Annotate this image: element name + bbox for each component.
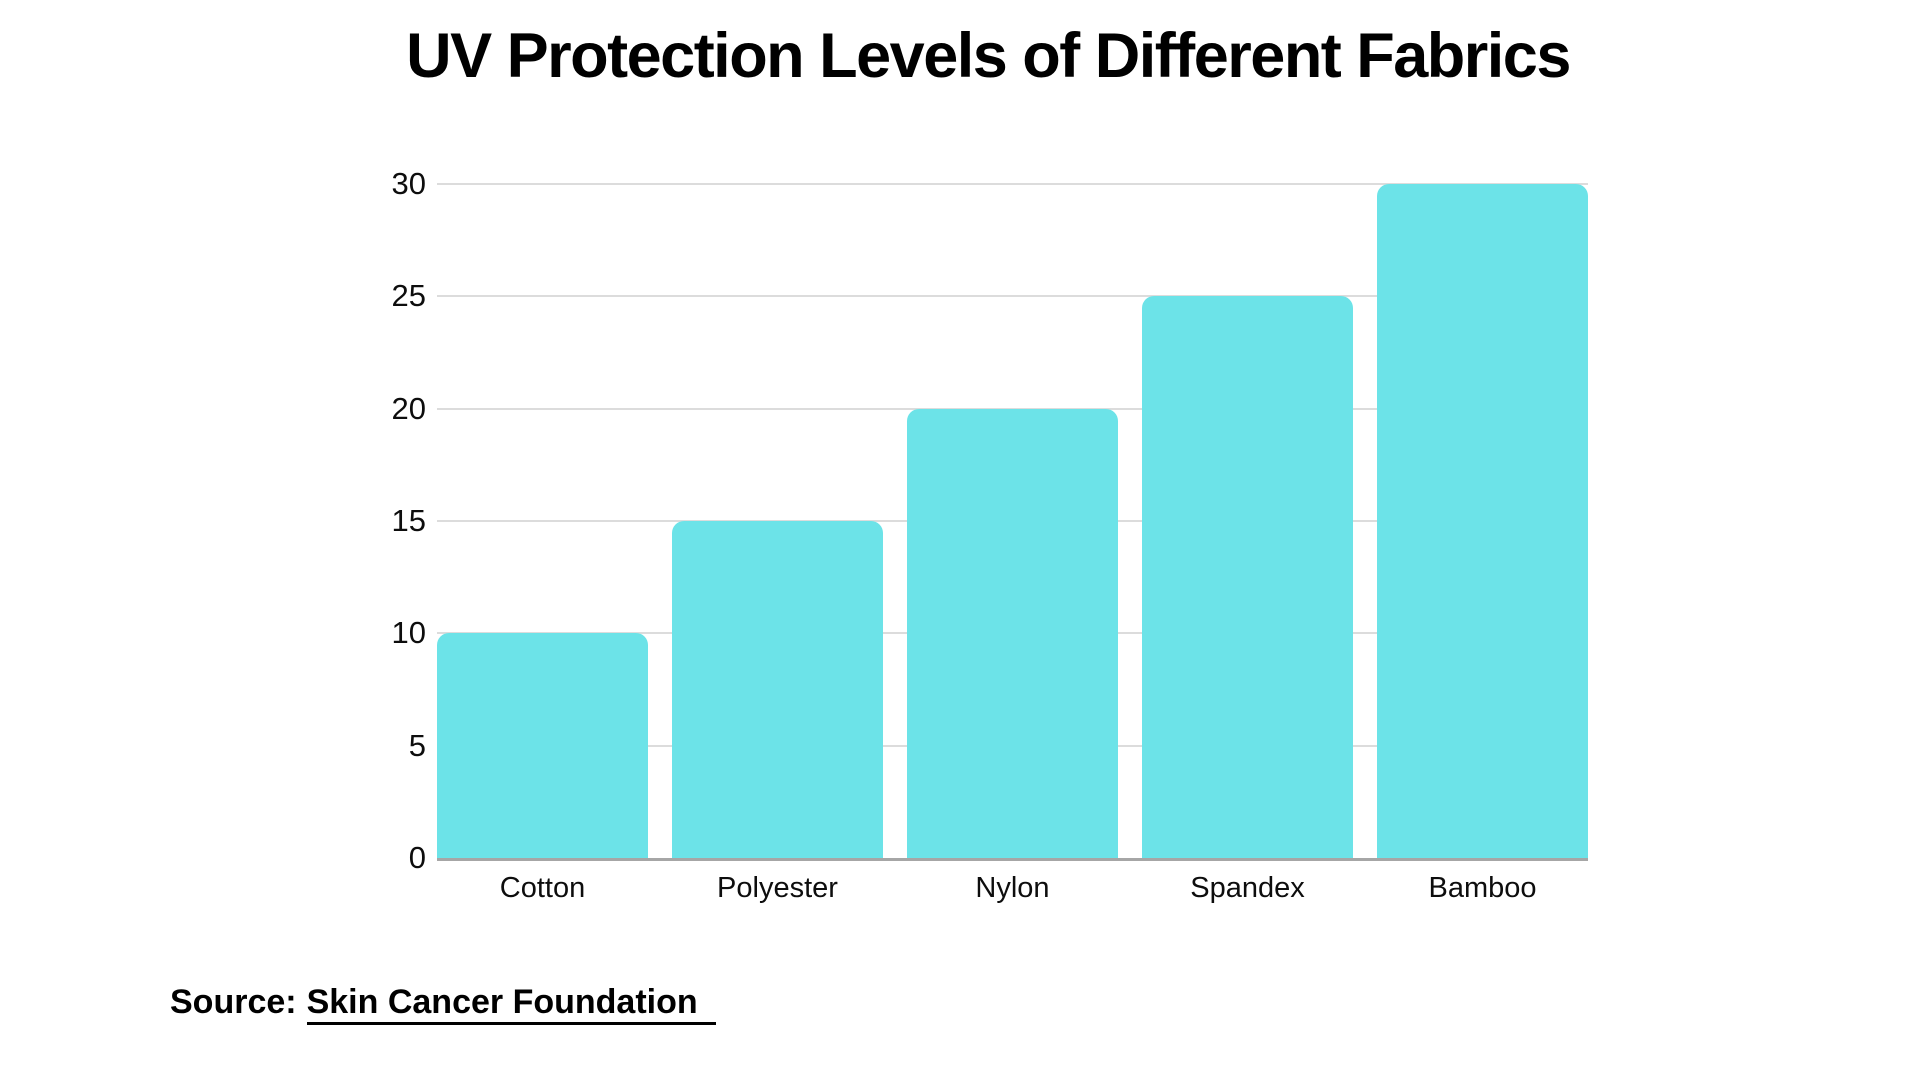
bar-cotton[interactable] bbox=[437, 633, 648, 858]
chart-title: UV Protection Levels of Different Fabric… bbox=[406, 21, 1571, 91]
source-link[interactable]: Skin Cancer Foundation bbox=[306, 983, 716, 1025]
x-tick-label-nylon: Nylon bbox=[975, 872, 1050, 904]
x-axis-line bbox=[437, 858, 1588, 861]
y-tick-label-10: 10 bbox=[391, 615, 426, 651]
y-tick-label-15: 15 bbox=[391, 502, 426, 538]
source-caption: Source: Skin Cancer Foundation bbox=[170, 983, 716, 1025]
gridline-30 bbox=[437, 183, 1588, 185]
bars-layer bbox=[437, 184, 1588, 858]
y-tick-label-0: 0 bbox=[408, 839, 426, 875]
x-tick-label-bamboo: Bamboo bbox=[1428, 872, 1537, 904]
bar-nylon[interactable] bbox=[907, 408, 1118, 858]
y-tick-label-20: 20 bbox=[391, 390, 426, 426]
y-tick-label-5: 5 bbox=[408, 727, 426, 763]
source-prefix-label: Source: bbox=[170, 983, 297, 1021]
gridline-20 bbox=[437, 407, 1588, 410]
y-tick-label-30: 30 bbox=[391, 165, 426, 201]
bar-polyester[interactable] bbox=[672, 521, 883, 858]
y-tick-label-25: 25 bbox=[391, 278, 426, 314]
plot-area bbox=[437, 183, 1588, 861]
bar-bamboo[interactable] bbox=[1377, 184, 1588, 858]
y-axis-tick-labels: 0 5 10 15 20 25 30 bbox=[0, 168, 426, 873]
gridline-25 bbox=[437, 295, 1588, 298]
x-tick-label-spandex: Spandex bbox=[1190, 872, 1305, 904]
bar-spandex[interactable] bbox=[1142, 296, 1353, 858]
x-tick-label-polyester: Polyester bbox=[717, 872, 838, 904]
x-axis-tick-labels: Cotton Polyester Nylon Spandex Bamboo bbox=[437, 872, 1588, 905]
x-tick-label-cotton: Cotton bbox=[499, 872, 586, 904]
